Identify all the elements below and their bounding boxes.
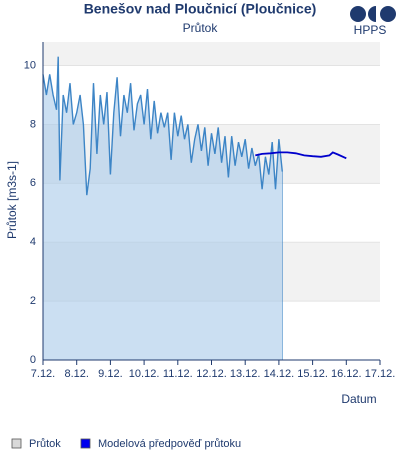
x-tick-label: 11.12.: [163, 368, 193, 380]
y-tick-label: 10: [24, 59, 36, 71]
x-tick-label: 17.12.: [365, 368, 396, 380]
legend-swatch: [11, 438, 22, 449]
x-tick-label: 16.12.: [331, 368, 362, 380]
x-tick-label: 9.12.: [98, 368, 122, 380]
legend-swatch: [80, 438, 91, 449]
chart-title: Benešov nad Ploučnicí (Ploučnice): [84, 1, 317, 17]
logo: [350, 6, 396, 22]
logo-text: HPPS: [354, 23, 387, 37]
chart-subtitle: Průtok: [183, 21, 219, 35]
grid-band: [43, 42, 380, 66]
x-axis-label: Datum: [341, 392, 376, 406]
y-tick-label: 0: [30, 354, 36, 366]
x-tick-label: 15.12.: [297, 368, 328, 380]
y-axis-label: Průtok [m3s-1]: [5, 161, 19, 239]
y-tick-label: 4: [30, 236, 36, 248]
x-tick-label: 7.12.: [31, 368, 55, 380]
line: [255, 151, 347, 160]
legend-label: Modelová předpověď průtoku: [98, 438, 241, 450]
y-tick-label: 8: [30, 118, 36, 130]
x-tick-label: 13.12.: [230, 368, 261, 380]
x-tick-label: 8.12.: [64, 368, 88, 380]
x-tick-label: 10.12.: [129, 368, 160, 380]
line: [42, 56, 283, 196]
y-tick-label: 2: [30, 295, 36, 307]
y-tick-label: 6: [30, 177, 36, 189]
x-tick-label: 12.12.: [196, 368, 227, 380]
legend-label: Průtok: [29, 438, 61, 450]
x-tick-label: 14.12.: [264, 368, 295, 380]
